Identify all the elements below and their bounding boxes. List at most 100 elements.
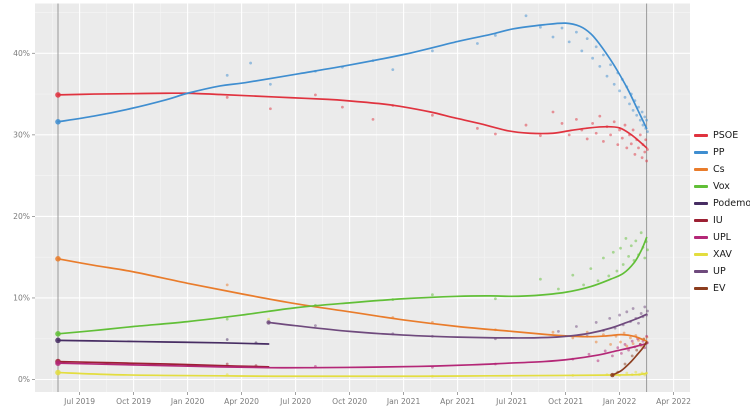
poll-dot-cs bbox=[225, 283, 229, 287]
poll-dot-upl bbox=[620, 352, 623, 355]
poll-dot-pp bbox=[585, 37, 589, 41]
poll-dot-up bbox=[608, 316, 612, 320]
poll-dot-pp bbox=[602, 53, 605, 57]
legend-label: PSOE bbox=[713, 129, 739, 141]
poll-dot-pp bbox=[618, 89, 621, 93]
poll-dot-upl bbox=[645, 334, 648, 338]
poll-dot-cs bbox=[594, 340, 598, 344]
trend-line-xav bbox=[57, 371, 648, 378]
poll-dot-psoe bbox=[646, 148, 649, 151]
poll-dot-vox bbox=[596, 279, 600, 283]
poll-dot-vox bbox=[615, 269, 619, 273]
trend-line-iu bbox=[57, 360, 270, 368]
legend-label: Vox bbox=[713, 180, 730, 192]
poll-dot-up bbox=[594, 321, 598, 324]
legend-swatch-icon bbox=[694, 134, 708, 137]
poll-dot-pp bbox=[605, 74, 609, 78]
legend-item-upl: UPL bbox=[694, 229, 750, 246]
trend-line-ev bbox=[611, 341, 648, 376]
poll-dot-vox bbox=[621, 263, 625, 266]
x-tick-label: Oct 2020 bbox=[332, 397, 367, 406]
legend-item-xav: XAV bbox=[694, 246, 750, 263]
poll-dot-pp bbox=[551, 35, 555, 39]
poll-dot-pp bbox=[637, 105, 640, 109]
poll-dot-pp bbox=[476, 42, 479, 45]
x-tick-label: Jul 2021 bbox=[495, 397, 527, 406]
legend-swatch-icon bbox=[694, 185, 708, 188]
poll-dot-vox bbox=[602, 256, 605, 260]
legend-label: UP bbox=[713, 265, 726, 277]
poll-dot-pp bbox=[431, 49, 434, 53]
poll-dot-psoe bbox=[551, 110, 555, 114]
poll-dot-vox bbox=[494, 297, 497, 301]
poll-dot-vox bbox=[639, 231, 643, 235]
poll-dot-upl bbox=[630, 339, 634, 343]
poll-dot-psoe bbox=[269, 107, 272, 111]
poll-dot-vox bbox=[225, 317, 229, 321]
poll-dot-psoe bbox=[640, 156, 644, 160]
legend-item-ev: EV bbox=[694, 280, 750, 297]
poll-dot-pp bbox=[539, 25, 542, 29]
legend-label: PP bbox=[713, 146, 725, 158]
poll-dot-pp bbox=[645, 118, 648, 122]
legend: PSOE PP Cs Vox Podemos IU UPL XAV UP EV bbox=[694, 127, 750, 297]
poll-dot-vox bbox=[619, 246, 622, 250]
legend-item-cs: Cs bbox=[694, 161, 750, 178]
poll-dot-psoe bbox=[644, 138, 648, 142]
trend-start-dot-ev bbox=[610, 372, 615, 378]
poll-dot-psoe bbox=[585, 137, 589, 141]
poll-dot-psoe bbox=[618, 128, 621, 132]
legend-swatch-icon bbox=[694, 270, 708, 273]
poll-dot-pp bbox=[580, 49, 584, 53]
plot-area bbox=[35, 3, 690, 392]
legend-label: Podemos bbox=[713, 197, 750, 209]
trend-line-vox bbox=[57, 236, 648, 335]
poll-dot-pp bbox=[631, 108, 635, 112]
poll-dot-cs bbox=[609, 343, 612, 346]
poll-dot-vox bbox=[629, 244, 633, 248]
poll-dot-up bbox=[557, 329, 560, 333]
poll-dot-pp bbox=[641, 123, 645, 127]
poll-dot-pp bbox=[623, 95, 627, 99]
poll-dot-cs bbox=[631, 342, 635, 346]
x-tick-label: Oct 2021 bbox=[548, 397, 583, 406]
legend-item-iu: IU bbox=[694, 212, 750, 229]
legend-swatch-icon bbox=[694, 219, 708, 222]
poll-dot-pp bbox=[612, 82, 616, 86]
x-tick-label: Oct 2019 bbox=[116, 397, 151, 406]
poll-dot-psoe bbox=[575, 117, 578, 121]
poll-dot-cs bbox=[629, 336, 632, 340]
legend-item-vox: Vox bbox=[694, 178, 750, 195]
poll-dot-psoe bbox=[494, 132, 497, 136]
poll-dot-psoe bbox=[225, 95, 229, 99]
poll-dot-pp bbox=[225, 73, 229, 77]
poll-dot-pp bbox=[567, 40, 571, 44]
poll-dot-upl bbox=[616, 346, 620, 350]
poll-dot-psoe bbox=[431, 113, 434, 117]
trend-start-dot-upl bbox=[55, 360, 61, 366]
y-tick-label: 30% bbox=[13, 130, 30, 139]
poll-dot-vox bbox=[624, 237, 628, 240]
trend-line-upl bbox=[57, 342, 648, 369]
poll-dot-pp bbox=[591, 56, 594, 60]
poll-dot-podemos bbox=[225, 338, 229, 341]
poll-dot-upl bbox=[603, 349, 607, 353]
poll-dot-vox bbox=[539, 277, 542, 281]
legend-label: EV bbox=[713, 282, 726, 294]
poll-dot-iu bbox=[225, 362, 229, 366]
poll-dot-psoe bbox=[598, 114, 602, 118]
legend-item-podemos: Podemos bbox=[694, 195, 750, 212]
x-tick-label: Jan 2020 bbox=[170, 397, 205, 406]
poll-dot-pp bbox=[391, 68, 395, 72]
poll-dot-psoe bbox=[623, 123, 627, 127]
y-tick-label: 0% bbox=[18, 375, 30, 384]
legend-swatch-icon bbox=[694, 253, 708, 256]
legend-label: UPL bbox=[713, 231, 731, 243]
poll-dot-vox bbox=[627, 254, 630, 258]
poll-dot-ev bbox=[623, 362, 627, 366]
poll-dot-psoe bbox=[609, 133, 612, 137]
poll-dot-pp bbox=[635, 113, 639, 117]
x-tick-label: Apr 2020 bbox=[224, 397, 259, 406]
